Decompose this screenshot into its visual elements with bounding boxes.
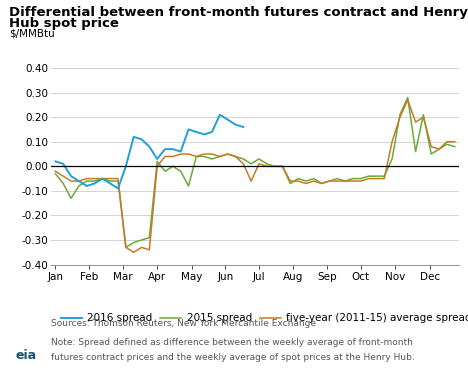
Text: Sources: Thomson Reuters, New York Mercantile Exchange: Sources: Thomson Reuters, New York Merca… — [51, 319, 316, 328]
Text: Differential between front-month futures contract and Henry: Differential between front-month futures… — [9, 6, 468, 19]
Text: Note: Spread defined as difference between the weekly average of front-month: Note: Spread defined as difference betwe… — [51, 338, 413, 347]
Text: $/MMBtu: $/MMBtu — [9, 28, 55, 38]
Text: futures contract prices and the weekly average of spot prices at the Henry Hub.: futures contract prices and the weekly a… — [51, 353, 415, 363]
Legend: 2016 spread, 2015 spread, five-year (2011-15) average spread: 2016 spread, 2015 spread, five-year (201… — [57, 309, 468, 327]
Text: eia: eia — [15, 349, 37, 362]
Text: Hub spot price: Hub spot price — [9, 17, 119, 30]
